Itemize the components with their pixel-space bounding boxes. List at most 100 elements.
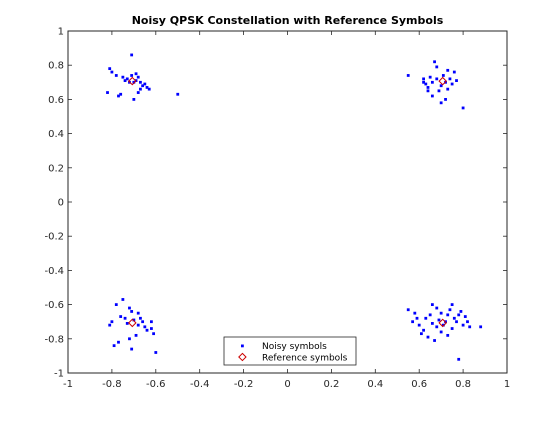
noisy-symbol-point (147, 87, 151, 91)
noisy-symbol-point (136, 311, 140, 315)
y-tick-label: -0.8 (44, 334, 64, 345)
y-tick-label: -1 (54, 369, 64, 380)
noisy-symbol-point (145, 328, 149, 332)
noisy-symbol-point (426, 335, 430, 339)
noisy-symbol-point (128, 337, 131, 341)
noisy-symbol-point (430, 94, 434, 98)
noisy-symbol-point (130, 310, 134, 313)
noisy-symbol-point (448, 308, 452, 312)
series-noisy-symbols (106, 53, 483, 361)
x-tick-label: -0.4 (190, 379, 210, 390)
noisy-symbol-point (430, 80, 434, 84)
y-tick-label: -0.2 (44, 232, 64, 243)
reference-symbol-point (127, 318, 137, 328)
noisy-symbol-point (466, 320, 469, 324)
noisy-symbol-point (150, 320, 153, 324)
noisy-symbol-point (132, 318, 136, 322)
noisy-symbol-point (132, 80, 136, 84)
noisy-symbol-point (450, 82, 454, 86)
noisy-symbol-point (145, 86, 149, 89)
y-tick-label: 0 (58, 198, 64, 209)
noisy-symbol-point (457, 357, 461, 361)
noisy-symbol-point (411, 320, 415, 324)
noisy-symbol-point (106, 91, 109, 94)
chart-title: Noisy QPSK Constellation with Reference … (132, 14, 444, 27)
noisy-symbol-point (117, 340, 120, 344)
noisy-symbol-point (143, 82, 147, 86)
noisy-symbol-point (455, 79, 458, 82)
noisy-symbol-point (139, 80, 142, 84)
noisy-symbol-point (136, 323, 140, 327)
x-tick-label: -0.2 (234, 379, 254, 390)
noisy-symbol-point (132, 98, 136, 101)
series-reference-symbols (127, 76, 448, 328)
noisy-symbol-point (141, 84, 145, 88)
legend-marker-reference (238, 352, 247, 362)
x-tick-label: -1 (63, 379, 73, 390)
noisy-symbol-point (136, 91, 140, 94)
noisy-symbol-point (114, 303, 118, 306)
noisy-symbol-point (415, 316, 419, 320)
noisy-symbol-point (428, 75, 432, 79)
noisy-symbol-point (108, 323, 112, 327)
noisy-symbol-point (424, 82, 428, 86)
noisy-symbol-point (439, 311, 443, 315)
reference-symbol-point (438, 76, 448, 86)
y-tick-label: 0.4 (48, 129, 64, 140)
x-tick-label: -0.6 (146, 379, 166, 390)
noisy-symbol-point (419, 332, 423, 336)
noisy-symbol-point (154, 351, 158, 354)
noisy-symbol-point (452, 316, 456, 320)
noisy-symbol-point (479, 325, 483, 329)
noisy-symbol-point (459, 310, 463, 313)
noisy-symbol-point (435, 65, 439, 69)
noisy-symbol-point (463, 315, 467, 318)
noisy-symbol-point (446, 68, 450, 72)
noisy-symbol-point (424, 316, 428, 320)
noisy-symbol-point (468, 325, 472, 329)
legend-label-reference: Reference symbols (262, 354, 348, 364)
noisy-symbol-point (461, 106, 465, 110)
noisy-symbol-point (121, 75, 125, 79)
noisy-symbol-point (130, 74, 134, 77)
noisy-symbol-point (457, 313, 461, 317)
noisy-symbol-point (150, 327, 153, 330)
legend-label-noisy: Noisy symbols (262, 342, 327, 352)
noisy-symbol-point (426, 86, 430, 89)
y-tick-label: -0.6 (44, 300, 64, 311)
noisy-symbol-point (143, 325, 147, 329)
noisy-symbol-point (433, 339, 436, 342)
noisy-symbol-point (123, 79, 127, 82)
noisy-symbol-point (435, 77, 439, 81)
noisy-symbol-point (128, 306, 131, 310)
noisy-symbol-point (437, 89, 441, 93)
noisy-symbol-point (450, 327, 454, 330)
noisy-symbol-point (112, 344, 116, 348)
noisy-symbol-point (439, 84, 443, 88)
noisy-symbol-point (139, 316, 142, 320)
noisy-symbol-point (130, 347, 134, 351)
reference-symbol-point (438, 318, 448, 328)
noisy-symbol-point (110, 70, 114, 74)
noisy-symbol-point (452, 70, 456, 74)
noisy-symbol-point (439, 330, 443, 334)
x-tick-label: 0.6 (411, 379, 427, 390)
legend-box (223, 336, 357, 366)
reference-symbol-point (127, 76, 137, 86)
noisy-symbol-point (413, 311, 417, 315)
noisy-symbol-point (130, 53, 134, 57)
noisy-symbol-point (446, 87, 450, 91)
noisy-symbol-point (461, 323, 465, 327)
y-tick-label: 0.8 (48, 61, 64, 72)
noisy-symbol-point (417, 323, 421, 327)
noisy-symbol-point (422, 328, 425, 332)
noisy-symbol-point (446, 333, 450, 337)
noisy-symbol-point (123, 316, 127, 320)
noisy-symbol-point (139, 87, 142, 91)
noisy-symbol-point (448, 77, 452, 81)
noisy-symbol-point (422, 77, 425, 81)
legend: Noisy symbols Reference symbols (223, 336, 357, 366)
x-tick-label: 0 (284, 379, 290, 390)
